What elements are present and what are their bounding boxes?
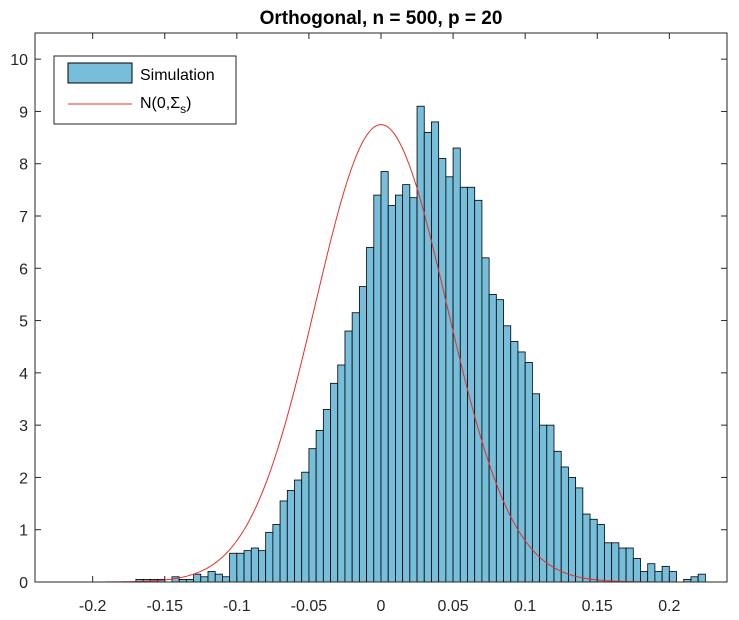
histogram-bar bbox=[575, 487, 584, 583]
y-tick-label: 8 bbox=[19, 157, 28, 174]
legend-swatch-simulation bbox=[67, 62, 133, 84]
histogram-bar bbox=[445, 176, 454, 583]
y-tick-label: 10 bbox=[10, 52, 28, 69]
histogram-bar bbox=[229, 552, 238, 583]
histogram-bar bbox=[308, 448, 317, 583]
chart-title: Orthogonal, n = 500, p = 20 bbox=[260, 8, 503, 29]
normal-density-curve bbox=[35, 124, 727, 583]
histogram-bar bbox=[503, 325, 512, 583]
histogram-bar bbox=[654, 571, 663, 583]
x-tick-label: 0 bbox=[377, 598, 386, 615]
y-tick-label: 1 bbox=[19, 523, 28, 540]
histogram-bar bbox=[517, 351, 526, 583]
histogram-bar bbox=[301, 471, 310, 583]
histogram-bar bbox=[322, 409, 331, 583]
histogram-bar bbox=[553, 450, 562, 583]
histogram-bar bbox=[358, 286, 367, 583]
y-tick-label: 4 bbox=[19, 366, 28, 383]
histogram-bar bbox=[294, 479, 303, 583]
histogram-bar bbox=[668, 571, 677, 583]
histogram-bar bbox=[495, 299, 504, 583]
histogram-bar bbox=[452, 147, 461, 583]
histogram-bar bbox=[315, 429, 324, 583]
x-tick-label: -0.15 bbox=[147, 598, 184, 615]
x-tick-label: -0.05 bbox=[291, 598, 328, 615]
histogram-bar bbox=[474, 199, 483, 583]
histogram-bar bbox=[423, 131, 432, 583]
histogram-bar bbox=[618, 547, 627, 583]
histogram-bar bbox=[467, 186, 476, 583]
histogram-bar bbox=[351, 312, 360, 583]
histogram-bar bbox=[207, 571, 216, 583]
histogram-bar bbox=[604, 542, 613, 583]
y-tick-label: 7 bbox=[19, 209, 28, 226]
histogram-bar bbox=[481, 257, 490, 583]
histogram-bar bbox=[387, 205, 396, 583]
y-tick-label: 6 bbox=[19, 261, 28, 278]
histogram-bar bbox=[344, 330, 353, 583]
histogram-bar bbox=[395, 194, 404, 583]
x-tick-label: 0.15 bbox=[582, 598, 613, 615]
histogram-bar bbox=[611, 542, 620, 583]
histogram-bar bbox=[438, 158, 447, 583]
histogram-bar bbox=[373, 194, 382, 583]
histogram-bar bbox=[589, 518, 598, 583]
histogram-bar bbox=[330, 382, 339, 583]
histogram-bar bbox=[560, 466, 569, 583]
x-axis: -0.2 -0.15 -0.1 -0.05 0 0.05 0.1 0.15 0.2 bbox=[79, 33, 681, 615]
histogram-bar bbox=[222, 576, 231, 583]
legend: Simulation N(0,Σs) bbox=[53, 55, 237, 125]
histogram-bar bbox=[272, 524, 281, 583]
histogram-bar bbox=[431, 121, 440, 583]
histogram-bar bbox=[200, 576, 209, 583]
legend-label-normal-sub: s bbox=[180, 102, 186, 116]
histogram-bar bbox=[236, 552, 245, 583]
histogram-bar bbox=[409, 197, 418, 583]
x-tick-label: 0.2 bbox=[658, 598, 680, 615]
x-tick-label: 0.05 bbox=[438, 598, 469, 615]
histogram-bar bbox=[214, 573, 223, 583]
histogram-bar bbox=[596, 524, 605, 583]
y-axis: 0 1 2 3 4 5 6 7 8 9 10 bbox=[10, 52, 727, 592]
histogram-bar bbox=[697, 573, 706, 583]
histogram-bar bbox=[250, 547, 259, 583]
histogram-bar bbox=[337, 364, 346, 583]
histogram-bar bbox=[661, 565, 670, 583]
y-tick-label: 9 bbox=[19, 104, 28, 121]
x-tick-label: 0.1 bbox=[514, 598, 536, 615]
histogram-bar bbox=[510, 341, 519, 583]
histogram-bar bbox=[632, 558, 641, 583]
histogram-bar bbox=[488, 294, 497, 583]
histogram-bar bbox=[640, 571, 649, 583]
legend-label-simulation: Simulation bbox=[140, 67, 215, 84]
histogram-bar bbox=[647, 563, 656, 583]
histogram-bar bbox=[546, 424, 555, 583]
histogram-bar bbox=[625, 547, 634, 583]
histogram-bar bbox=[402, 184, 411, 583]
y-tick-label: 0 bbox=[19, 575, 28, 592]
legend-label-normal-main: N(0,Σ bbox=[140, 95, 180, 112]
histogram-bar bbox=[243, 550, 252, 583]
legend-label-normal-end: ) bbox=[186, 95, 191, 112]
histogram-bar bbox=[258, 550, 267, 583]
histogram-bar bbox=[265, 531, 274, 583]
y-tick-label: 2 bbox=[19, 470, 28, 487]
histogram-bar bbox=[286, 490, 295, 583]
legend-label-normal: N(0,Σs) bbox=[140, 95, 191, 116]
histogram-bar bbox=[380, 171, 389, 583]
histogram-bar bbox=[366, 246, 375, 583]
x-tick-label: -0.1 bbox=[223, 598, 251, 615]
y-tick-label: 5 bbox=[19, 314, 28, 331]
histogram-bar bbox=[416, 105, 425, 583]
histogram-bar bbox=[568, 477, 577, 583]
y-tick-label: 3 bbox=[19, 418, 28, 435]
x-tick-label: -0.2 bbox=[79, 598, 107, 615]
histogram-bar bbox=[279, 500, 288, 583]
histogram-bar bbox=[193, 573, 202, 583]
histogram-bar bbox=[690, 576, 699, 583]
histogram-bar bbox=[582, 513, 591, 583]
